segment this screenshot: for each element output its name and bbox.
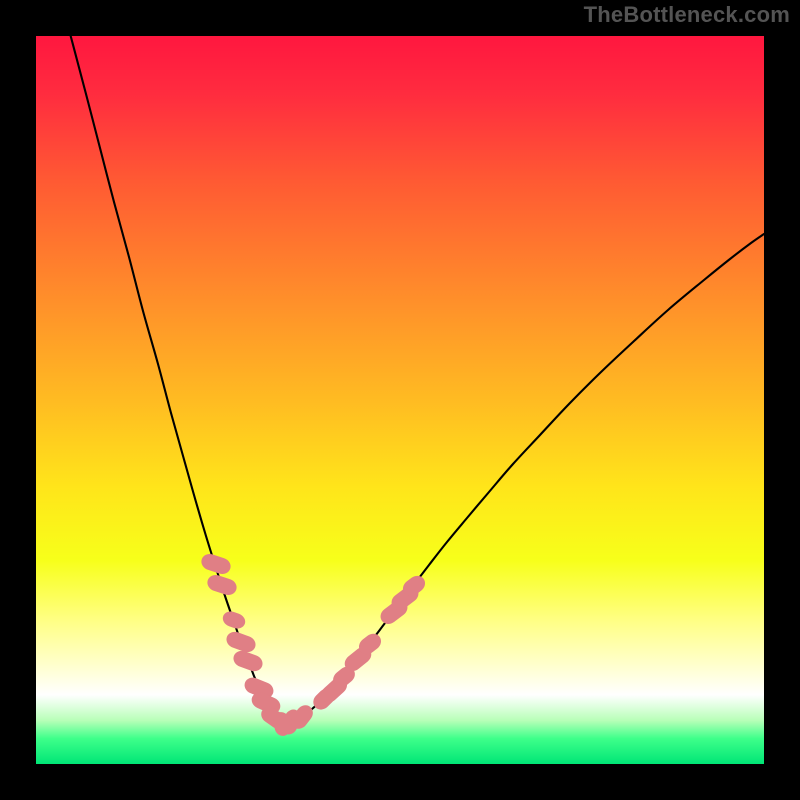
- chart-root: TheBottleneck.com: [0, 0, 800, 800]
- plot-area: [36, 36, 764, 764]
- gradient-background: [36, 36, 764, 764]
- watermark-text: TheBottleneck.com: [584, 2, 790, 28]
- chart-svg: [36, 36, 764, 764]
